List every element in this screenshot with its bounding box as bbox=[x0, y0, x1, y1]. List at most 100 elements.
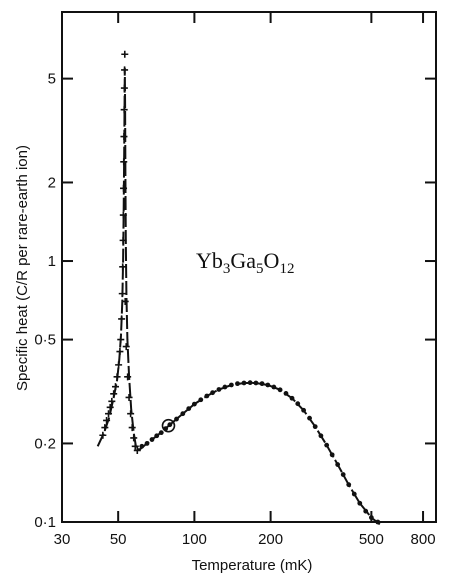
formula-text: Yb bbox=[196, 248, 223, 273]
compound-formula-label: Yb3Ga5O12 bbox=[196, 248, 294, 277]
data-point-dot bbox=[241, 380, 247, 386]
x-tick-label: 30 bbox=[54, 531, 71, 548]
data-point-plus bbox=[121, 50, 129, 58]
data-point-plus bbox=[120, 84, 128, 92]
y-tick-label: 0·5 bbox=[34, 332, 56, 349]
formula-subscript: 5 bbox=[256, 261, 264, 277]
data-point-dot bbox=[154, 433, 160, 439]
data-point-dot bbox=[265, 382, 271, 388]
fit-curve bbox=[96, 67, 381, 526]
data-point-plus bbox=[108, 397, 116, 405]
data-points bbox=[99, 50, 381, 525]
data-point-plus bbox=[131, 442, 139, 450]
formula-text: O bbox=[264, 248, 280, 273]
data-point-dot bbox=[335, 462, 341, 467]
data-point-dot bbox=[235, 381, 240, 387]
data-point-dot bbox=[216, 387, 222, 392]
data-point-plus bbox=[121, 66, 129, 74]
data-point-dot bbox=[186, 406, 192, 411]
y-tick-label: 2 bbox=[48, 174, 56, 191]
data-point-plus bbox=[121, 297, 129, 305]
x-axis-label: Temperature (mK) bbox=[192, 557, 313, 574]
data-point-plus bbox=[122, 343, 130, 351]
data-point-dot bbox=[174, 416, 179, 422]
data-point-dot bbox=[210, 390, 215, 396]
y-tick-label: 0·2 bbox=[34, 435, 56, 452]
data-point-dot bbox=[191, 401, 197, 407]
data-point-dot bbox=[351, 491, 357, 497]
data-point-dot bbox=[363, 508, 369, 514]
x-tick-label: 800 bbox=[411, 531, 436, 548]
formula-subscript: 12 bbox=[279, 261, 294, 277]
data-point-plus bbox=[101, 424, 109, 432]
data-point-plus bbox=[112, 383, 119, 391]
data-point-plus bbox=[118, 290, 126, 298]
x-tick-label: 500 bbox=[359, 531, 384, 548]
x-tick-labels: 30 50 100 200 500 800 bbox=[54, 531, 436, 548]
data-point-dot bbox=[247, 380, 253, 386]
data-point-plus bbox=[105, 410, 113, 418]
data-point-plus bbox=[118, 315, 126, 323]
formula-subscript: 3 bbox=[223, 261, 231, 277]
data-point-dot bbox=[329, 452, 335, 458]
data-point-plus bbox=[116, 348, 124, 356]
data-point-dot bbox=[198, 397, 204, 403]
data-point-plus bbox=[103, 416, 111, 424]
data-point-plus bbox=[127, 410, 135, 418]
y-tick-label: 1 bbox=[48, 253, 56, 270]
data-point-plus bbox=[130, 434, 138, 442]
data-point-plus bbox=[124, 373, 132, 381]
plot-frame bbox=[61, 11, 437, 523]
data-point-dot bbox=[340, 472, 346, 477]
data-point-dot bbox=[312, 424, 318, 430]
data-point-plus bbox=[115, 361, 123, 369]
data-point-dot bbox=[167, 422, 173, 428]
data-point-dot bbox=[295, 401, 301, 407]
data-point-plus bbox=[113, 373, 121, 381]
data-point-dot bbox=[289, 395, 295, 401]
data-point-plus bbox=[128, 424, 136, 432]
data-point-plus bbox=[106, 403, 114, 411]
data-point-dot bbox=[139, 443, 145, 449]
data-point-plus bbox=[120, 158, 128, 166]
data-point-dot bbox=[283, 391, 289, 396]
data-point-dot bbox=[346, 482, 352, 488]
data-point-dot bbox=[259, 381, 265, 387]
data-point-plus bbox=[125, 393, 133, 401]
axis-ticks bbox=[61, 12, 436, 523]
data-point-plus bbox=[99, 431, 107, 439]
data-point-circle bbox=[161, 418, 176, 433]
data-point-dot bbox=[271, 384, 277, 390]
data-point-dot bbox=[144, 441, 150, 446]
data-point-plus bbox=[120, 184, 128, 192]
data-point-dot bbox=[222, 384, 228, 390]
data-point-plus bbox=[119, 263, 127, 271]
y-tick-label: 0·1 bbox=[34, 514, 56, 531]
data-point-plus bbox=[110, 390, 118, 398]
data-point-dot bbox=[357, 500, 363, 506]
x-tick-label: 50 bbox=[110, 531, 127, 548]
data-point-dot bbox=[307, 415, 312, 421]
y-axis-label: Specific heat (C/R per rare-earth ion) bbox=[14, 145, 31, 391]
data-point-dot bbox=[277, 387, 283, 393]
data-point-plus bbox=[117, 336, 125, 344]
data-point-plus bbox=[119, 211, 127, 219]
data-point-plus bbox=[120, 133, 128, 141]
x-tick-label: 200 bbox=[258, 531, 283, 548]
data-point-dot bbox=[324, 442, 330, 448]
data-point-dot bbox=[204, 393, 210, 399]
data-point-dot bbox=[368, 515, 374, 520]
x-tick-label: 100 bbox=[182, 531, 207, 548]
data-point-dot bbox=[318, 433, 324, 439]
data-point-dot bbox=[180, 411, 186, 417]
data-point-dot bbox=[375, 519, 381, 525]
data-point-dot bbox=[158, 430, 164, 436]
data-point-plus bbox=[119, 236, 127, 244]
data-point-dot bbox=[301, 407, 307, 413]
y-tick-label: 5 bbox=[48, 71, 56, 88]
data-point-dot bbox=[149, 437, 155, 442]
data-point-plus bbox=[133, 446, 141, 454]
data-point-dot bbox=[228, 382, 234, 388]
formula-text: Ga bbox=[230, 248, 256, 273]
